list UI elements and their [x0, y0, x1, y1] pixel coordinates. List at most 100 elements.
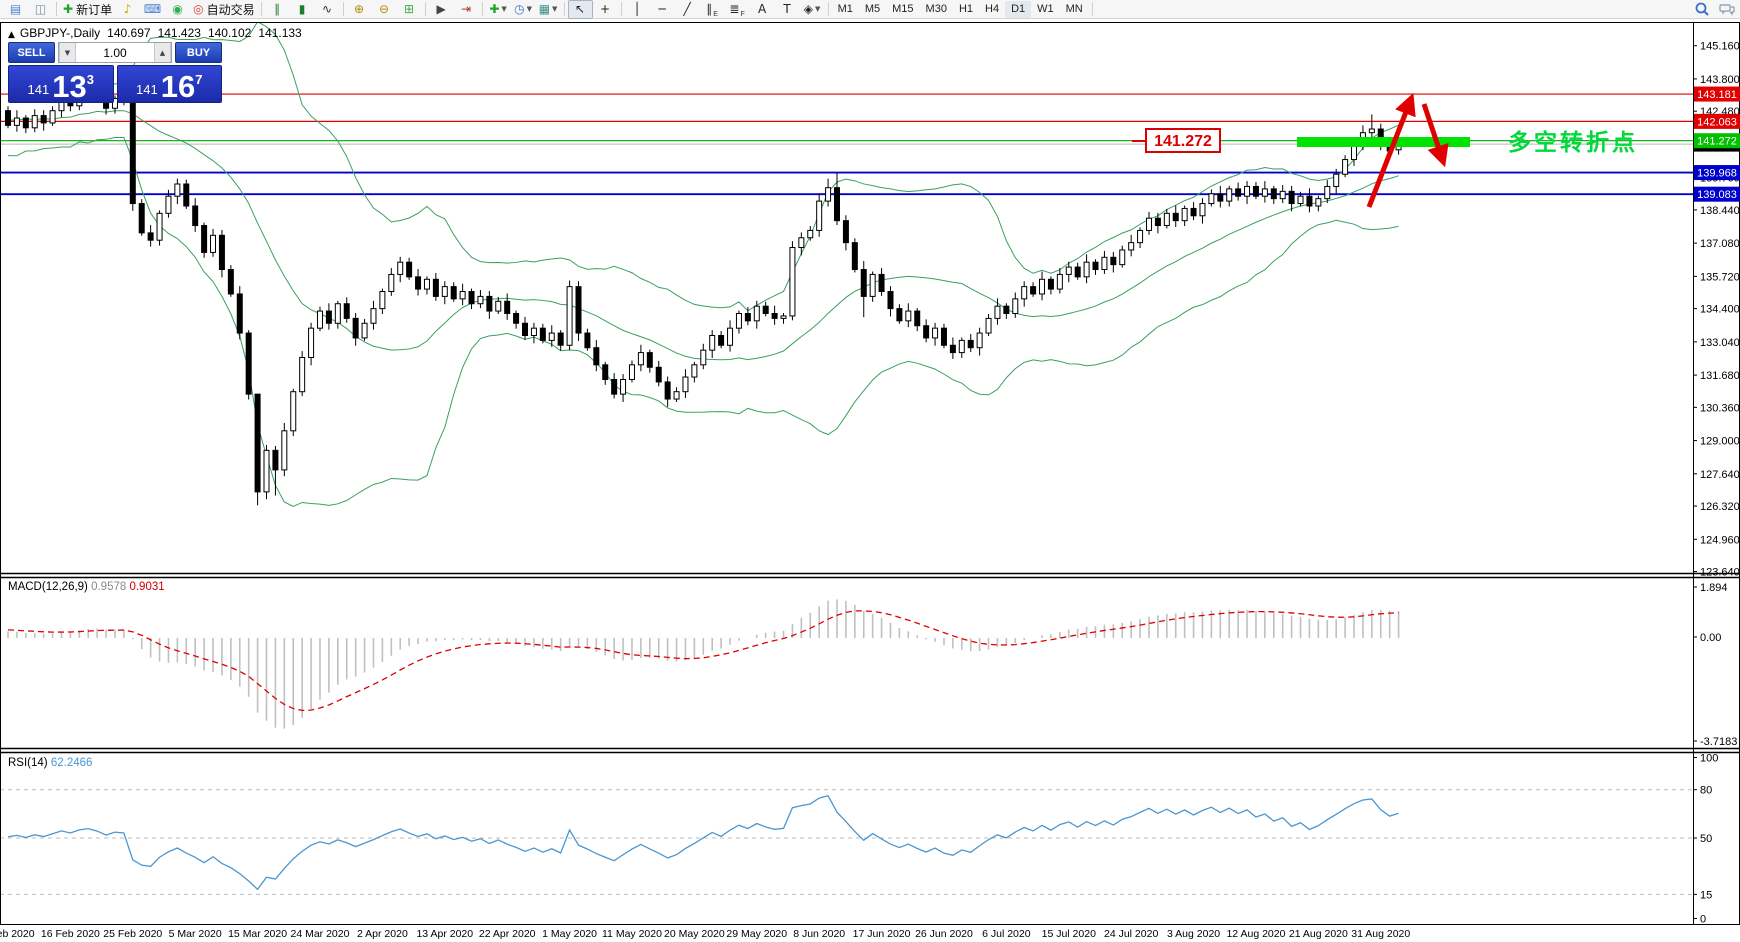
- volume-increase-button[interactable]: ▲: [154, 43, 171, 62]
- horizontal-line-icon[interactable]: ─: [650, 0, 675, 19]
- auto-scroll-icon[interactable]: ▶: [429, 0, 454, 19]
- toolbar-separator: [620, 2, 622, 16]
- channel-icon[interactable]: ∥ E: [706, 2, 718, 18]
- sell-pips: 13: [52, 68, 87, 104]
- buy-price[interactable]: 141 16 7: [116, 65, 222, 104]
- vertical-line-icon: │: [633, 2, 641, 16]
- toolbar-separator: [563, 2, 565, 16]
- svg-text:-3.7183: -3.7183: [1700, 736, 1737, 748]
- buy-button[interactable]: BUY: [175, 42, 222, 63]
- timeframe-mn[interactable]: MN: [1065, 3, 1083, 15]
- collapse-icon[interactable]: ▲: [8, 30, 15, 40]
- candlestick-chart-icon[interactable]: ▮: [290, 0, 315, 19]
- add-indicator-icon-dropdown[interactable]: ▼: [501, 5, 507, 13]
- add-indicator-icon[interactable]: ✚ ▼: [486, 0, 511, 19]
- announcement-icon[interactable]: ♪: [115, 0, 140, 19]
- arrows-icon[interactable]: ◈ ▼: [800, 0, 825, 19]
- channel-icon: ∥: [706, 2, 713, 16]
- buy-pips: 16: [160, 68, 196, 104]
- bar-chart-icon[interactable]: ∥: [265, 0, 290, 19]
- signals-icon[interactable]: ◉: [165, 0, 190, 19]
- down-trend-arrow[interactable]: [1421, 103, 1449, 168]
- date-label: 17 Jun 2020: [853, 928, 911, 940]
- svg-text:134.400: 134.400: [1700, 304, 1740, 316]
- cursor-icon[interactable]: ↖: [567, 0, 593, 19]
- svg-text:123.640: 123.640: [1700, 567, 1740, 579]
- svg-text:1.894: 1.894: [1700, 582, 1728, 594]
- arrows-icon-dropdown[interactable]: ▼: [815, 5, 821, 13]
- date-label: 24 Mar 2020: [291, 928, 350, 940]
- svg-text:50: 50: [1700, 833, 1712, 845]
- date-label: 26 Jun 2020: [915, 928, 973, 940]
- fibonacci-icon[interactable]: ≣ F: [729, 2, 745, 18]
- label-icon[interactable]: T: [775, 0, 800, 19]
- timeframe-m1[interactable]: M1: [837, 3, 853, 15]
- trendline-icon[interactable]: ╱: [675, 0, 700, 19]
- charts-window-icon[interactable]: ▤: [3, 0, 28, 19]
- volume-input[interactable]: [76, 43, 154, 62]
- bollinger-lower-band: [7, 136, 1399, 508]
- ohlc-close: 141.133: [258, 26, 302, 40]
- timeframe-m5[interactable]: M5: [864, 3, 881, 15]
- auto-scroll-icon: ▶: [436, 2, 446, 16]
- macd-indicator-label: MACD(12,26,9) 0.9578 0.9031: [8, 581, 165, 593]
- fibonacci-icon: ≣: [729, 2, 740, 16]
- template-icon-dropdown[interactable]: ▼: [552, 5, 558, 13]
- timeframe-w1[interactable]: W1: [1037, 3, 1054, 15]
- new-order-icon[interactable]: ✚ 新订单: [60, 0, 115, 19]
- crosshair-icon[interactable]: +: [593, 0, 618, 19]
- search-icon[interactable]: [1694, 1, 1710, 17]
- timeframe-h1[interactable]: H1: [958, 3, 974, 15]
- timeframe-d1[interactable]: D1: [1005, 0, 1032, 18]
- svg-text:0: 0: [1700, 914, 1706, 926]
- chart-shift-icon[interactable]: ⇥: [454, 0, 479, 19]
- toolbar-separator: [827, 2, 829, 16]
- date-label: 6 Feb 2020: [0, 928, 35, 940]
- sell-price[interactable]: 141 13 3: [8, 65, 114, 103]
- sell-button[interactable]: SELL: [8, 42, 55, 63]
- signals-icon: ◉: [172, 2, 183, 16]
- timeframe-h4[interactable]: H4: [985, 3, 1000, 15]
- date-label: 6 Jul 2020: [982, 928, 1031, 940]
- periods-icon-dropdown[interactable]: ▼: [526, 5, 533, 13]
- zoom-out-icon[interactable]: ⊖: [372, 0, 397, 19]
- svg-text:124.960: 124.960: [1700, 534, 1740, 546]
- chart-title: ▲ GBPJPY-,Daily 140.697 141.423 140.102 141.1…: [8, 26, 302, 40]
- chart-annotations[interactable]: 141.272 多空转折点: [1132, 92, 1638, 208]
- autotrading-icon-label: 自动交易: [206, 2, 255, 17]
- svg-text:127.640: 127.640: [1700, 469, 1740, 481]
- timeframe-m15[interactable]: M15: [892, 3, 914, 15]
- periods-icon[interactable]: ◷ ▼: [511, 0, 536, 19]
- macd-axis: 1.894 0.00 -3.7183 MACD(12,26,9) 0.9578 0.9…: [8, 581, 1737, 748]
- pivot-point-label[interactable]: 多空转折点: [1508, 129, 1638, 155]
- date-label: 16 Feb 2020: [41, 928, 100, 940]
- chat-icon[interactable]: [1719, 1, 1735, 17]
- new-order-icon: ✚: [63, 2, 74, 16]
- svg-text:131.680: 131.680: [1700, 370, 1740, 382]
- macd-histogram: [7, 599, 1400, 729]
- add-indicator-icon: ✚: [489, 2, 500, 16]
- price-badge-143.181: 143.181: [1697, 89, 1737, 101]
- price-flag-box[interactable]: [1145, 128, 1221, 153]
- svg-text:133.040: 133.040: [1700, 337, 1740, 349]
- terminal-icon[interactable]: ⌨: [140, 0, 165, 19]
- profiles-icon[interactable]: ◫: [28, 0, 53, 19]
- vertical-line-icon[interactable]: │: [625, 0, 650, 19]
- svg-text:0.00: 0.00: [1700, 632, 1721, 644]
- date-label: 3 Aug 2020: [1167, 928, 1220, 940]
- text-icon[interactable]: A: [750, 0, 775, 19]
- template-icon[interactable]: ▦ ▼: [536, 0, 561, 19]
- autotrading-icon[interactable]: ◎ 自动交易: [190, 0, 258, 19]
- svg-text:130.360: 130.360: [1700, 402, 1740, 414]
- tile-windows-icon[interactable]: ⊞: [397, 0, 422, 19]
- date-label: 25 Feb 2020: [103, 928, 162, 940]
- zoom-in-icon[interactable]: ⊕: [347, 0, 372, 19]
- timeframe-m30[interactable]: M30: [925, 3, 947, 15]
- trendline-icon: ╱: [683, 2, 691, 16]
- up-trend-arrow[interactable]: [1366, 92, 1416, 208]
- date-label: 29 May 2020: [726, 928, 787, 940]
- volume-decrease-button[interactable]: ▼: [59, 43, 76, 62]
- line-chart-icon[interactable]: ∿: [315, 0, 340, 19]
